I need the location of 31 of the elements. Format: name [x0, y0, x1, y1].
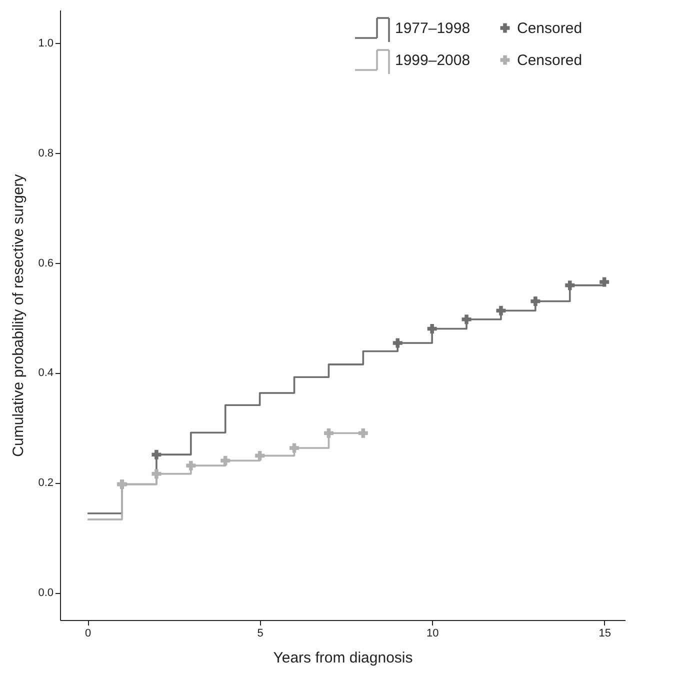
- point: [530, 296, 540, 306]
- point: [392, 338, 402, 348]
- point: [290, 443, 300, 453]
- y-tick-label: 0.2: [38, 477, 54, 490]
- legend-label: Censored: [517, 20, 582, 37]
- y-tick-label: 0.0: [38, 587, 54, 600]
- x-tick-label: 15: [598, 628, 611, 640]
- y-axis-title: Cumulative probability of resective surgery: [10, 174, 28, 457]
- point: [358, 428, 368, 438]
- y-tick-label: 0.4: [38, 367, 54, 380]
- point: [220, 456, 230, 466]
- x-tick-label: 0: [85, 628, 92, 640]
- point: [565, 280, 575, 290]
- point: [186, 460, 196, 470]
- x-axis-title: Years from diagnosis: [273, 650, 413, 666]
- point: [255, 450, 265, 460]
- point: [152, 450, 162, 460]
- y-tick-label: 0.8: [38, 147, 54, 160]
- legend-label: 1999–2008: [395, 52, 470, 69]
- x-tick-label: 10: [426, 628, 439, 640]
- x-tick-label: 5: [257, 628, 264, 640]
- point: [496, 306, 506, 316]
- point: [600, 277, 610, 287]
- point: [462, 314, 472, 324]
- y-tick-label: 0.6: [38, 257, 54, 270]
- point: [152, 469, 162, 479]
- legend-label: Censored: [517, 52, 582, 69]
- y-tick-label: 1.0: [38, 37, 54, 50]
- point: [324, 428, 334, 438]
- point: [427, 324, 437, 334]
- legend-label: 1977–1998: [395, 20, 470, 37]
